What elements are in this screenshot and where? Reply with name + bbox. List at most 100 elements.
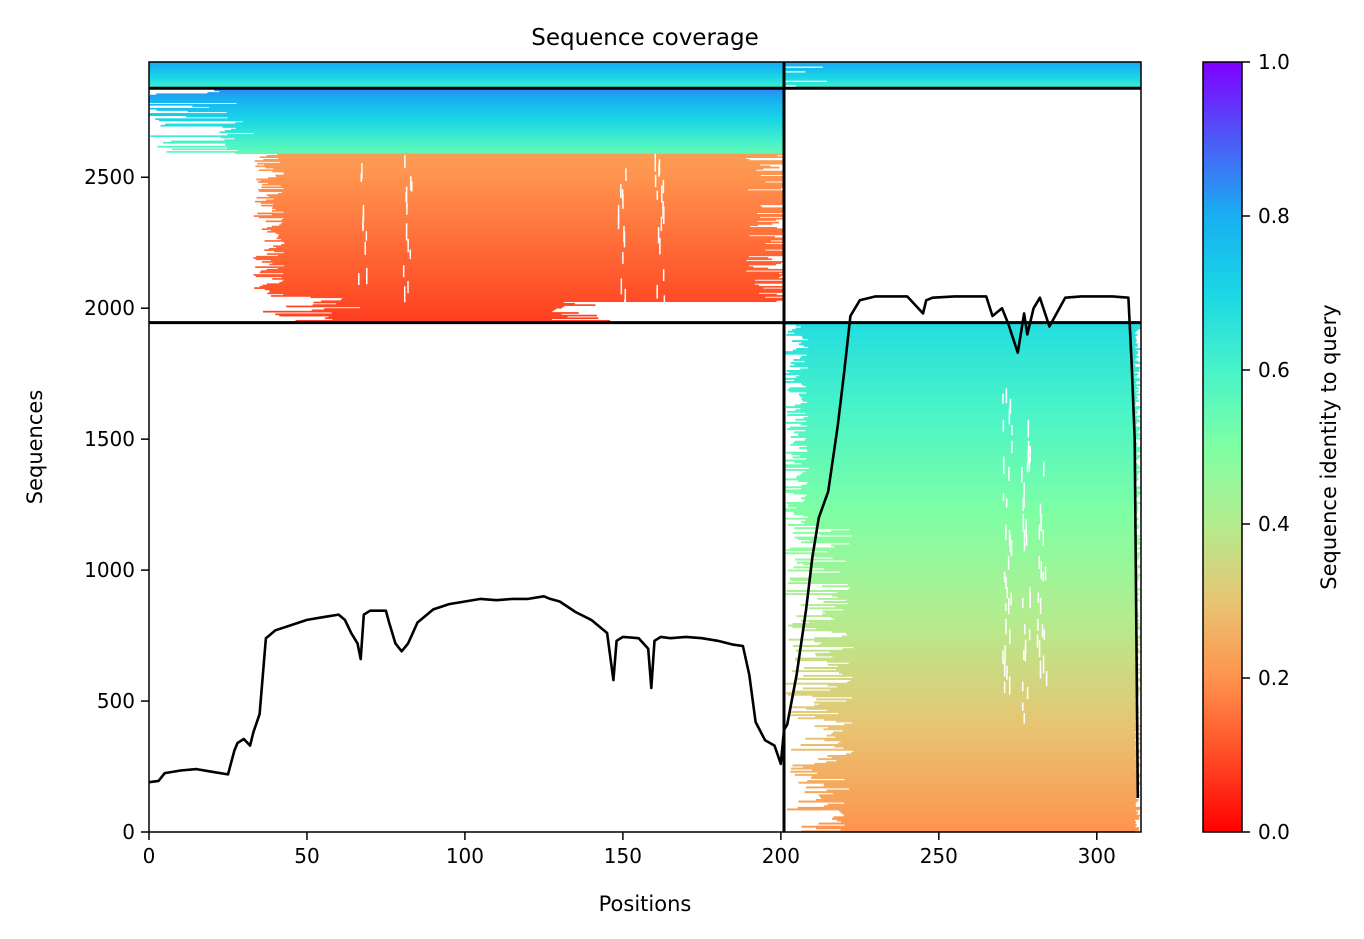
gap-mark bbox=[407, 280, 409, 294]
msa-row bbox=[787, 505, 1138, 508]
gap-mark bbox=[1028, 629, 1031, 641]
gap-mark bbox=[1024, 624, 1026, 635]
msa-row bbox=[804, 360, 1139, 363]
msa-row bbox=[845, 632, 1137, 635]
gap-mark bbox=[1028, 456, 1031, 472]
gap-mark bbox=[660, 216, 663, 232]
msa-row bbox=[827, 684, 1137, 687]
x-tick-label: 150 bbox=[604, 844, 642, 868]
msa-row bbox=[842, 729, 1137, 732]
gap-mark bbox=[1005, 618, 1007, 635]
msa-row bbox=[254, 200, 785, 203]
msa-row bbox=[227, 117, 785, 119]
msa-row bbox=[801, 830, 1136, 832]
msa-row bbox=[253, 274, 785, 276]
msa-row bbox=[826, 80, 1141, 83]
msa-row bbox=[787, 569, 1139, 572]
gap-mark bbox=[656, 284, 658, 299]
msa-row bbox=[831, 544, 1138, 547]
gap-mark bbox=[1023, 482, 1025, 495]
gap-mark bbox=[1023, 713, 1025, 724]
x-tick-label: 250 bbox=[920, 844, 958, 868]
msa-row bbox=[835, 605, 1136, 608]
msa-row bbox=[824, 739, 1135, 742]
msa-row bbox=[273, 245, 785, 248]
gap-mark bbox=[1006, 587, 1008, 599]
gap-mark bbox=[1042, 655, 1045, 674]
msa-row bbox=[149, 72, 785, 75]
msa-row bbox=[815, 525, 1140, 528]
gap-mark bbox=[1043, 629, 1046, 641]
gap-mark bbox=[622, 194, 624, 209]
msa-row bbox=[789, 390, 1139, 393]
msa-row bbox=[795, 649, 1140, 652]
msa-row bbox=[812, 769, 1139, 772]
msa-row bbox=[795, 85, 1141, 88]
msa-row bbox=[269, 289, 785, 292]
msa-row bbox=[236, 102, 785, 105]
msa-row bbox=[806, 385, 1137, 388]
msa-row bbox=[787, 414, 1136, 416]
msa-row bbox=[266, 268, 785, 271]
msa-row bbox=[827, 803, 1136, 806]
msa-row bbox=[818, 794, 1140, 797]
msa-row bbox=[789, 706, 1139, 709]
msa-row bbox=[800, 326, 1141, 328]
msa-row bbox=[311, 309, 554, 312]
msa-row bbox=[790, 547, 1141, 550]
gap-mark bbox=[1029, 445, 1031, 463]
gap-mark bbox=[1008, 409, 1011, 425]
msa-row bbox=[800, 382, 1136, 385]
msa-row bbox=[822, 66, 1141, 69]
msa-row bbox=[256, 196, 785, 199]
msa-row bbox=[156, 93, 785, 96]
colorbar-tick-label: 0.2 bbox=[1258, 666, 1290, 690]
msa-row bbox=[786, 370, 1140, 372]
msa-row bbox=[281, 219, 776, 221]
msa-row bbox=[801, 825, 1136, 828]
msa-row bbox=[784, 74, 1141, 77]
msa-row bbox=[272, 278, 785, 280]
msa-row bbox=[842, 813, 1137, 816]
gap-mark bbox=[362, 215, 364, 231]
msa-row bbox=[269, 195, 785, 198]
msa-row bbox=[832, 817, 1140, 820]
msa-row bbox=[803, 563, 1137, 566]
msa-row bbox=[277, 267, 769, 270]
gap-mark bbox=[1042, 529, 1045, 547]
msa-row bbox=[814, 762, 1140, 765]
gap-mark bbox=[1021, 466, 1023, 483]
gap-mark bbox=[1010, 540, 1013, 556]
msa-row bbox=[806, 494, 1139, 497]
msa-row bbox=[843, 608, 1139, 611]
msa-row bbox=[806, 437, 1141, 440]
msa-row bbox=[271, 213, 785, 216]
msa-row bbox=[283, 241, 785, 244]
msa-row bbox=[802, 384, 1141, 387]
msa-row bbox=[227, 134, 785, 136]
msa-row bbox=[219, 90, 785, 93]
msa-row bbox=[275, 208, 785, 211]
gap-mark bbox=[1003, 681, 1006, 694]
msa-row bbox=[785, 692, 1136, 695]
msa-row bbox=[282, 221, 780, 224]
msa-row bbox=[283, 172, 785, 174]
msa-row bbox=[798, 393, 1140, 396]
msa-row bbox=[786, 491, 1141, 493]
msa-row bbox=[806, 448, 1140, 451]
msa-row bbox=[792, 623, 1140, 625]
msa-row bbox=[824, 805, 1136, 808]
gap-mark bbox=[1005, 576, 1007, 589]
msa-row bbox=[843, 747, 1136, 750]
msa-row bbox=[790, 362, 1141, 365]
msa-row bbox=[214, 89, 785, 92]
msa-row bbox=[784, 83, 1141, 86]
msa-row bbox=[808, 467, 1140, 470]
msa-row bbox=[171, 148, 785, 151]
gap-mark bbox=[1044, 566, 1047, 581]
msa-row bbox=[280, 185, 785, 187]
gap-mark bbox=[361, 163, 363, 180]
msa-row bbox=[803, 417, 1137, 420]
msa-row bbox=[279, 282, 785, 284]
gap-mark bbox=[1011, 440, 1013, 454]
